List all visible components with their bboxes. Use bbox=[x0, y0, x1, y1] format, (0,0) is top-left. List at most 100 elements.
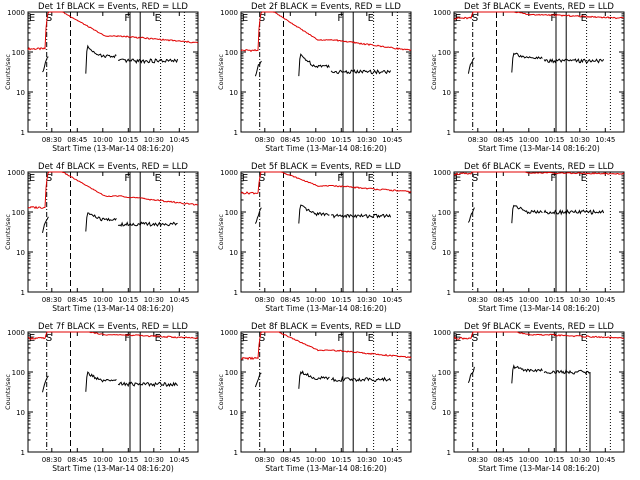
events-series-line bbox=[330, 213, 392, 219]
marker-label: S bbox=[46, 173, 52, 184]
events-series-line bbox=[85, 44, 117, 74]
x-tick-label: 10:15 bbox=[118, 136, 138, 144]
x-tick-label: 08:45 bbox=[280, 456, 300, 464]
plot-frame bbox=[27, 331, 199, 453]
marker-label: E bbox=[29, 333, 35, 344]
marker-label: E bbox=[455, 173, 461, 184]
marker-label: F bbox=[124, 173, 130, 184]
marker-label: E bbox=[242, 13, 248, 24]
marker-label: E bbox=[581, 173, 587, 184]
events-series-line bbox=[117, 381, 179, 388]
events-series-line bbox=[254, 60, 262, 77]
panel-title: Det 8f BLACK = Events, RED = LLD bbox=[251, 322, 401, 332]
lld-series-line bbox=[241, 331, 412, 361]
x-tick-label: 10:15 bbox=[544, 136, 564, 144]
y-tick-label: 100 bbox=[12, 369, 25, 377]
plot-frame bbox=[27, 11, 199, 133]
marker-label: E bbox=[29, 13, 35, 24]
panel-title: Det 2f BLACK = Events, RED = LLD bbox=[251, 2, 401, 12]
events-series-line bbox=[254, 207, 262, 224]
lld-series-line bbox=[453, 11, 625, 20]
events-series-line bbox=[543, 368, 591, 376]
x-tick-label: 10:15 bbox=[331, 456, 351, 464]
y-tick-label: 1000 bbox=[220, 169, 238, 177]
x-tick-label: 10:00 bbox=[93, 456, 113, 464]
marker-label: E bbox=[455, 333, 461, 344]
y-tick-label: 1 bbox=[447, 129, 451, 137]
x-tick-label: 10:15 bbox=[544, 456, 564, 464]
events-series-line bbox=[254, 372, 262, 388]
marker-label: S bbox=[472, 173, 478, 184]
panel-title: Det 1f BLACK = Events, RED = LLD bbox=[38, 2, 188, 12]
y-tick-label: 100 bbox=[438, 369, 451, 377]
x-tick-label: 10:15 bbox=[544, 296, 564, 304]
marker-label: E bbox=[242, 173, 248, 184]
y-tick-label: 100 bbox=[12, 49, 25, 57]
events-series-line bbox=[511, 364, 543, 384]
x-tick-label: 08:30 bbox=[468, 296, 488, 304]
events-series-line bbox=[42, 375, 49, 393]
y-tick-label: 100 bbox=[225, 209, 238, 217]
panel-title: Det 7f BLACK = Events, RED = LLD bbox=[38, 322, 188, 332]
y-tick-label: 1 bbox=[21, 129, 25, 137]
plot-frame bbox=[240, 11, 412, 133]
y-tick-label: 1000 bbox=[433, 9, 451, 17]
detector-panel: Det 3f BLACK = Events, RED = LLD 1 10 100 10… bbox=[430, 2, 625, 153]
x-tick-label: 10:45 bbox=[382, 136, 402, 144]
x-tick-label: 08:30 bbox=[255, 456, 275, 464]
x-tick-label: 10:30 bbox=[357, 136, 377, 144]
x-axis-label: Start Time (13-Mar-14 08:16:20) bbox=[265, 304, 387, 313]
marker-label: S bbox=[472, 13, 478, 24]
y-tick-label: 10 bbox=[16, 249, 25, 257]
x-tick-label: 10:00 bbox=[306, 456, 326, 464]
lld-series-line bbox=[27, 331, 199, 340]
x-tick-label: 10:45 bbox=[382, 456, 402, 464]
y-tick-label: 10 bbox=[16, 89, 25, 97]
events-series-line bbox=[117, 221, 178, 227]
panel-title: Det 6f BLACK = Events, RED = LLD bbox=[464, 162, 614, 172]
x-tick-label: 10:15 bbox=[331, 136, 351, 144]
y-tick-label: 100 bbox=[225, 369, 238, 377]
events-series-line bbox=[298, 53, 330, 77]
x-tick-label: 10:45 bbox=[169, 296, 189, 304]
events-series-line bbox=[42, 216, 49, 234]
x-tick-label: 08:45 bbox=[493, 136, 513, 144]
y-tick-label: 1000 bbox=[7, 9, 25, 17]
y-tick-label: 1000 bbox=[433, 329, 451, 337]
lld-series-line bbox=[27, 11, 199, 51]
x-tick-label: 08:30 bbox=[255, 296, 275, 304]
detector-panel: Det 7f BLACK = Events, RED = LLD 1 10 100 10… bbox=[4, 322, 199, 473]
marker-label: F bbox=[337, 173, 343, 184]
marker-label: S bbox=[46, 333, 52, 344]
x-tick-label: 10:30 bbox=[357, 296, 377, 304]
marker-label: S bbox=[259, 13, 265, 24]
detector-panel: Det 2f BLACK = Events, RED = LLD 1 10 100 10… bbox=[217, 2, 412, 153]
lld-series-line bbox=[27, 171, 199, 210]
marker-label: S bbox=[472, 333, 478, 344]
panel-title: Det 3f BLACK = Events, RED = LLD bbox=[464, 2, 614, 12]
detector-panel: Det 4f BLACK = Events, RED = LLD 1 10 100 10… bbox=[4, 162, 199, 313]
y-axis-label: Counts/sec bbox=[430, 54, 438, 90]
y-tick-label: 1 bbox=[234, 449, 238, 457]
events-series-line bbox=[511, 204, 543, 224]
marker-label: E bbox=[368, 173, 374, 184]
y-tick-label: 1 bbox=[21, 449, 25, 457]
x-tick-label: 10:00 bbox=[519, 456, 539, 464]
x-tick-label: 08:30 bbox=[468, 456, 488, 464]
events-series-line bbox=[298, 370, 330, 389]
y-tick-label: 1000 bbox=[220, 329, 238, 337]
x-axis-label: Start Time (13-Mar-14 08:16:20) bbox=[52, 144, 174, 153]
y-tick-label: 10 bbox=[16, 409, 25, 417]
x-tick-label: 10:45 bbox=[595, 456, 615, 464]
x-tick-label: 08:30 bbox=[255, 136, 275, 144]
x-tick-label: 10:45 bbox=[595, 136, 615, 144]
y-tick-label: 1 bbox=[21, 289, 25, 297]
marker-label: E bbox=[155, 333, 161, 344]
events-series-line bbox=[467, 366, 475, 383]
y-tick-label: 1 bbox=[234, 289, 238, 297]
y-axis-label: Counts/sec bbox=[217, 54, 225, 90]
y-tick-label: 1000 bbox=[7, 329, 25, 337]
marker-label: E bbox=[155, 173, 161, 184]
y-tick-label: 10 bbox=[229, 89, 238, 97]
